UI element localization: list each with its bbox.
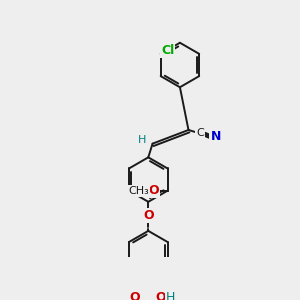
Text: Cl: Cl <box>161 44 174 57</box>
Text: CH₃: CH₃ <box>128 186 149 196</box>
Text: C: C <box>196 128 204 138</box>
Text: O: O <box>148 184 159 197</box>
Text: O: O <box>129 291 140 300</box>
Text: N: N <box>211 130 221 143</box>
Text: O: O <box>143 209 154 222</box>
Text: H: H <box>138 135 146 145</box>
Text: H: H <box>166 291 175 300</box>
Text: O: O <box>155 291 166 300</box>
